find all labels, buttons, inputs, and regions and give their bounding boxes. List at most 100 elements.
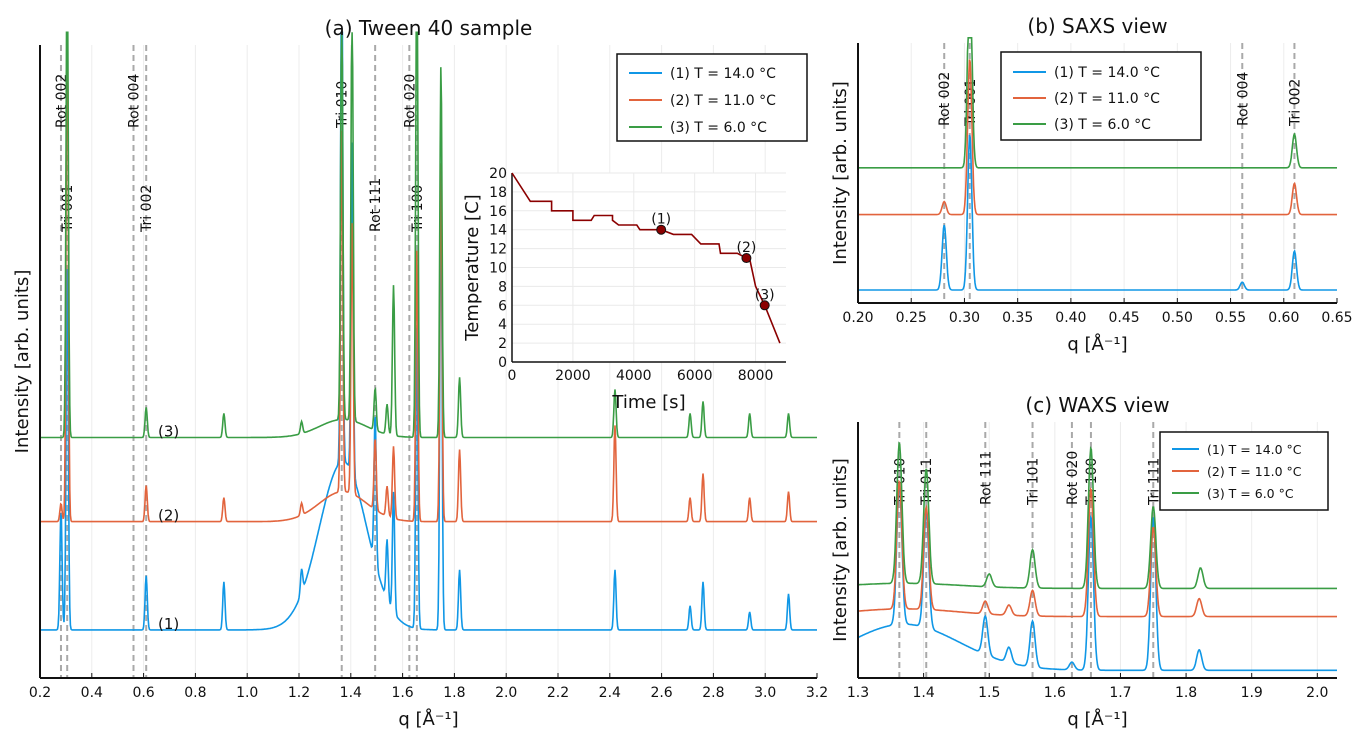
panel-a-tick-label: 0.6 xyxy=(132,685,154,701)
inset-y-tick-label: 10 xyxy=(489,261,507,277)
panel-c-series-line xyxy=(857,479,1337,618)
panel-a-y-label: Intensity [arb. units] xyxy=(12,270,33,454)
panel-a-tick-label: 2.6 xyxy=(650,685,672,701)
panel-c-series-line xyxy=(857,441,1337,590)
panel-a-ref-label: Tri 002 xyxy=(139,185,155,233)
panel-a-tick-label: 0.2 xyxy=(29,685,51,701)
panel-a-ref-label: Rot 111 xyxy=(368,178,384,232)
panel-c-y-label: Intensity [arb. units] xyxy=(830,458,851,642)
panel-c-series-line xyxy=(857,482,1337,672)
panel-b-tick-label: 0.30 xyxy=(949,310,980,326)
panel-b-y-label: Intensity [arb. units] xyxy=(830,81,851,265)
panel-b-ref-label: Tri 002 xyxy=(1287,79,1303,127)
panel-b-tick-label: 0.20 xyxy=(842,310,873,326)
panel-c-tick-label: 1.9 xyxy=(1241,685,1263,701)
inset-x-tick-label: 8000 xyxy=(738,368,774,384)
inset-x-tick-label: 4000 xyxy=(616,368,652,384)
inset-y-tick-label: 6 xyxy=(498,298,507,314)
panel-b-tick-label: 0.55 xyxy=(1215,310,1246,326)
panel-b-tick-label: 0.65 xyxy=(1321,310,1352,326)
panel-c-tick-label: 1.7 xyxy=(1109,685,1131,701)
inset-x-tick-label: 2000 xyxy=(555,368,591,384)
panel-a-series-line xyxy=(40,31,817,439)
inset-x-tick-label: 0 xyxy=(508,368,517,384)
panel-b-legend-entry: (1) T = 14.0 °C xyxy=(1054,65,1160,81)
inset-y-tick-label: 0 xyxy=(498,355,507,371)
panel-a-legend-entry: (2) T = 11.0 °C xyxy=(670,93,776,109)
inset-marker xyxy=(741,253,752,264)
panel-a-title: (a) Tween 40 sample xyxy=(325,16,533,40)
panel-c-ref-label: Rot 020 xyxy=(1065,451,1081,505)
panel-a-legend-entry: (1) T = 14.0 °C xyxy=(670,66,776,82)
panel-c-legend-entry: (2) T = 11.0 °C xyxy=(1207,464,1302,479)
inset-y-label: Temperature [C] xyxy=(462,194,483,341)
inset-y-tick-label: 4 xyxy=(498,317,507,333)
inset-marker-label: (1) xyxy=(651,212,671,228)
panel-b-ref-label: Rot 004 xyxy=(1235,72,1251,126)
panel-a-tick-label: 0.4 xyxy=(81,685,103,701)
inset-marker xyxy=(759,300,770,311)
inset-y-tick-label: 8 xyxy=(498,279,507,295)
panel-a-tick-label: 3.0 xyxy=(754,685,776,701)
inset-y-tick-label: 2 xyxy=(498,336,507,352)
panel-b-tick-label: 0.60 xyxy=(1268,310,1299,326)
panel-a-curve-label: (2) xyxy=(158,507,179,525)
panel-b-tick-label: 0.35 xyxy=(1002,310,1033,326)
inset-y-tick-label: 12 xyxy=(489,242,507,258)
panel-b-series-line xyxy=(858,59,1337,216)
panel-c-legend-entry: (1) T = 14.0 °C xyxy=(1207,442,1302,457)
panel-c-title: (c) WAXS view xyxy=(1025,393,1169,417)
panel-a-tick-label: 1.6 xyxy=(391,685,413,701)
panel-a-series-line xyxy=(40,32,817,523)
panel-c-legend-entry: (3) T = 6.0 °C xyxy=(1207,486,1294,501)
panel-b-legend-box xyxy=(1000,51,1202,141)
panel-b-tick-label: 0.40 xyxy=(1055,310,1086,326)
panel-c-ref-label: Tri 101 xyxy=(1026,458,1042,506)
panel-a-tick-label: 1.2 xyxy=(288,685,310,701)
inset-y-tick-label: 16 xyxy=(489,204,507,220)
panel-b-legend-entry: (3) T = 6.0 °C xyxy=(1054,117,1151,133)
panel-c-tick-label: 2.0 xyxy=(1306,685,1328,701)
inset-y-tick-label: 18 xyxy=(489,185,507,201)
panel-c-tick-label: 1.6 xyxy=(1044,685,1066,701)
inset-x-tick-label: 6000 xyxy=(677,368,713,384)
panel-a-series-line xyxy=(40,31,817,631)
panel-a-tick-label: 2.8 xyxy=(702,685,724,701)
panel-a-tick-label: 2.0 xyxy=(495,685,517,701)
inset-x-label: Time [s] xyxy=(611,392,685,413)
panel-a-x-label: q [Å⁻¹] xyxy=(398,708,458,730)
panel-b-tick-label: 0.25 xyxy=(896,310,927,326)
panel-c-tick-label: 1.8 xyxy=(1175,685,1197,701)
panel-b-tick-label: 0.45 xyxy=(1109,310,1140,326)
panel-a-tick-label: 2.4 xyxy=(599,685,621,701)
panel-c-x-label: q [Å⁻¹] xyxy=(1067,708,1127,730)
inset-marker-label: (3) xyxy=(755,287,775,303)
panel-b-tick-label: 0.50 xyxy=(1162,310,1193,326)
panel-b-x-label: q [Å⁻¹] xyxy=(1067,333,1127,355)
panel-a-curve-label: (1) xyxy=(158,615,179,633)
panel-a-tick-label: 1.0 xyxy=(236,685,258,701)
panel-a-tick-label: 1.8 xyxy=(443,685,465,701)
panel-a-tick-label: 3.2 xyxy=(806,685,828,701)
panel-b-series-line xyxy=(858,37,1337,169)
panel-a-curve-label: (3) xyxy=(158,422,179,440)
panel-a-ref-label: Rot 004 xyxy=(126,74,142,128)
panel-c-tick-label: 1.3 xyxy=(847,685,869,701)
panel-b-series-line xyxy=(858,134,1337,291)
panel-c-ref-label: Tri 111 xyxy=(1146,458,1162,506)
panel-a-tick-label: 2.2 xyxy=(547,685,569,701)
panel-a-tick-label: 1.4 xyxy=(340,685,362,701)
panel-c-ref-label: Rot 111 xyxy=(978,451,994,505)
panel-b-title: (b) SAXS view xyxy=(1027,14,1167,38)
panel-a-ref-label: Rot 020 xyxy=(402,74,418,128)
panel-b-ref-label: Rot 002 xyxy=(937,72,953,126)
inset-y-tick-label: 14 xyxy=(489,223,507,239)
inset-marker xyxy=(656,224,667,235)
panel-a-tick-label: 0.8 xyxy=(184,685,206,701)
panel-c-tick-label: 1.4 xyxy=(912,685,934,701)
inset-y-tick-label: 20 xyxy=(489,166,507,182)
panel-a-legend-entry: (3) T = 6.0 °C xyxy=(670,120,767,136)
inset-marker-label: (2) xyxy=(737,240,757,256)
panel-b-legend-entry: (2) T = 11.0 °C xyxy=(1054,91,1160,107)
